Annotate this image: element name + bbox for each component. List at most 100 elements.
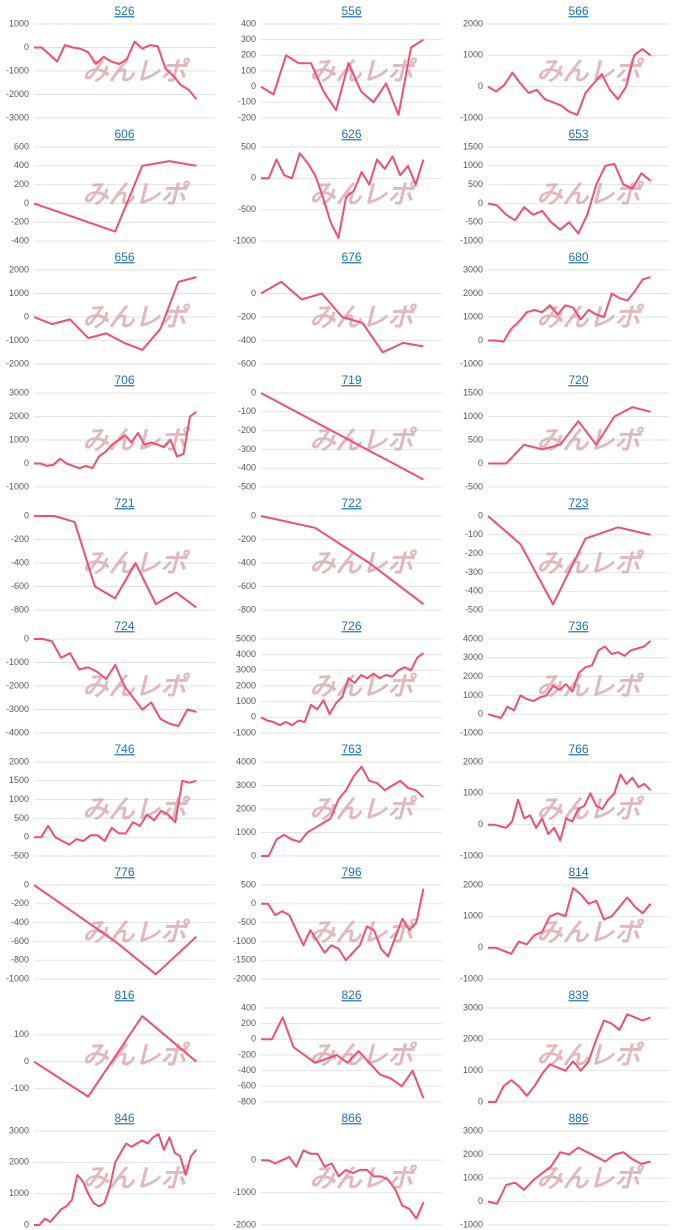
chart-title[interactable]: 814	[568, 865, 588, 879]
chart-title[interactable]: 796	[341, 865, 361, 879]
data-line	[261, 1016, 425, 1099]
y-tick-label: 2000	[9, 411, 29, 421]
chart-title[interactable]: 866	[341, 1111, 361, 1125]
chart-title[interactable]: 846	[114, 1111, 134, 1125]
y-tick-label: -200	[238, 1049, 256, 1059]
chart-title[interactable]: 706	[114, 373, 134, 387]
y-tick-label: -1000	[460, 235, 483, 245]
y-tick-label: -2000	[233, 1219, 256, 1229]
data-line	[487, 640, 652, 719]
y-tick-label: -100	[465, 529, 483, 539]
y-tick-label: 0	[24, 1219, 29, 1229]
data-line	[488, 276, 651, 343]
watermark: みんレポ	[82, 671, 190, 701]
chart-title[interactable]: 776	[114, 865, 134, 879]
y-tick-label: 1000	[463, 690, 483, 700]
y-tick-label: -800	[238, 604, 256, 614]
y-tick-label: -500	[238, 917, 256, 927]
data-line	[260, 515, 425, 605]
y-tick-label: -200	[11, 898, 29, 908]
chart-title[interactable]: 763	[341, 742, 361, 756]
y-tick-label: 4000	[236, 756, 256, 766]
y-tick-label: 0	[24, 832, 29, 842]
watermark: みんレポ	[536, 794, 644, 824]
y-tick-label: 500	[468, 179, 483, 189]
y-tick-label: -500	[11, 850, 29, 860]
y-tick-label: -400	[11, 557, 29, 567]
y-tick-label: -600	[11, 936, 29, 946]
y-tick-label: 3000	[463, 1002, 483, 1012]
y-tick-label: -500	[238, 204, 256, 214]
y-tick-label: -1000	[460, 1219, 483, 1229]
y-tick-label: -500	[465, 217, 483, 227]
chart-title[interactable]: 656	[114, 250, 134, 264]
y-tick-label: 1000	[463, 911, 483, 921]
y-tick-label: 4000	[463, 633, 483, 643]
y-tick-label: -2000	[233, 973, 256, 983]
y-tick-label: 1000	[463, 160, 483, 170]
chart-title[interactable]: 680	[568, 250, 588, 264]
y-tick-label: 400	[241, 18, 256, 28]
chart-title[interactable]: 816	[114, 988, 134, 1002]
y-tick-label: -2000	[6, 89, 29, 99]
watermark: みんレポ	[536, 302, 644, 332]
data-line	[488, 773, 652, 842]
chart-title[interactable]: 839	[568, 988, 588, 1002]
chart-title[interactable]: 736	[568, 619, 588, 633]
data-line	[33, 884, 198, 976]
data-line	[487, 1146, 651, 1205]
y-tick-label: -1000	[233, 727, 256, 737]
y-tick-label: -400	[238, 335, 256, 345]
watermark: みんレポ	[536, 917, 644, 947]
y-tick-label: 0	[24, 633, 29, 643]
y-tick-label: -600	[238, 358, 256, 368]
chart-title[interactable]: 826	[341, 988, 361, 1002]
y-tick-label: -600	[238, 1081, 256, 1091]
y-tick-label: 1000	[463, 411, 483, 421]
y-tick-label: 1500	[463, 387, 483, 397]
y-tick-label: -1000	[460, 850, 483, 860]
y-tick-label: 500	[14, 813, 29, 823]
y-tick-label: 400	[14, 160, 29, 170]
chart-title[interactable]: 722	[341, 496, 361, 510]
chart-title[interactable]: 556	[341, 4, 361, 18]
y-tick-label: -3000	[6, 112, 29, 122]
watermark: みんレポ	[536, 425, 644, 455]
chart-title[interactable]: 566	[568, 4, 588, 18]
y-tick-label: -2000	[6, 358, 29, 368]
y-tick-label: -400	[238, 463, 256, 473]
y-tick-label: 0	[24, 42, 29, 52]
y-tick-label: 1000	[9, 794, 29, 804]
chart-title[interactable]: 676	[341, 250, 361, 264]
chart-title[interactable]: 626	[341, 127, 361, 141]
chart-title[interactable]: 526	[114, 4, 134, 18]
data-line	[34, 515, 197, 609]
chart-title[interactable]: 721	[114, 496, 134, 510]
y-tick-label: -1000	[460, 358, 483, 368]
y-tick-label: -200	[238, 425, 256, 435]
chart-title[interactable]: 606	[114, 127, 134, 141]
chart-title[interactable]: 653	[568, 127, 588, 141]
data-line	[33, 276, 197, 351]
chart-title[interactable]: 746	[114, 742, 134, 756]
y-tick-label: 3000	[463, 1125, 483, 1135]
data-line	[34, 1133, 198, 1226]
data-line	[487, 162, 652, 235]
y-tick-label: 0	[251, 1155, 256, 1165]
y-tick-label: -1000	[6, 657, 29, 667]
chart-title[interactable]: 886	[568, 1111, 588, 1125]
chart-title[interactable]: 720	[568, 373, 588, 387]
y-tick-label: -100	[238, 406, 256, 416]
y-tick-label: -400	[11, 235, 29, 245]
chart-title[interactable]: 724	[114, 619, 134, 633]
chart-title[interactable]: 766	[568, 742, 588, 756]
y-tick-label: 0	[24, 1056, 29, 1066]
y-tick-label: 2000	[9, 264, 29, 274]
chart-title[interactable]: 719	[341, 373, 361, 387]
chart-title[interactable]: 723	[568, 496, 588, 510]
data-line	[260, 652, 425, 727]
y-tick-label: -1000	[6, 65, 29, 75]
chart-title[interactable]: 726	[341, 619, 361, 633]
y-tick-label: 2000	[463, 1149, 483, 1159]
